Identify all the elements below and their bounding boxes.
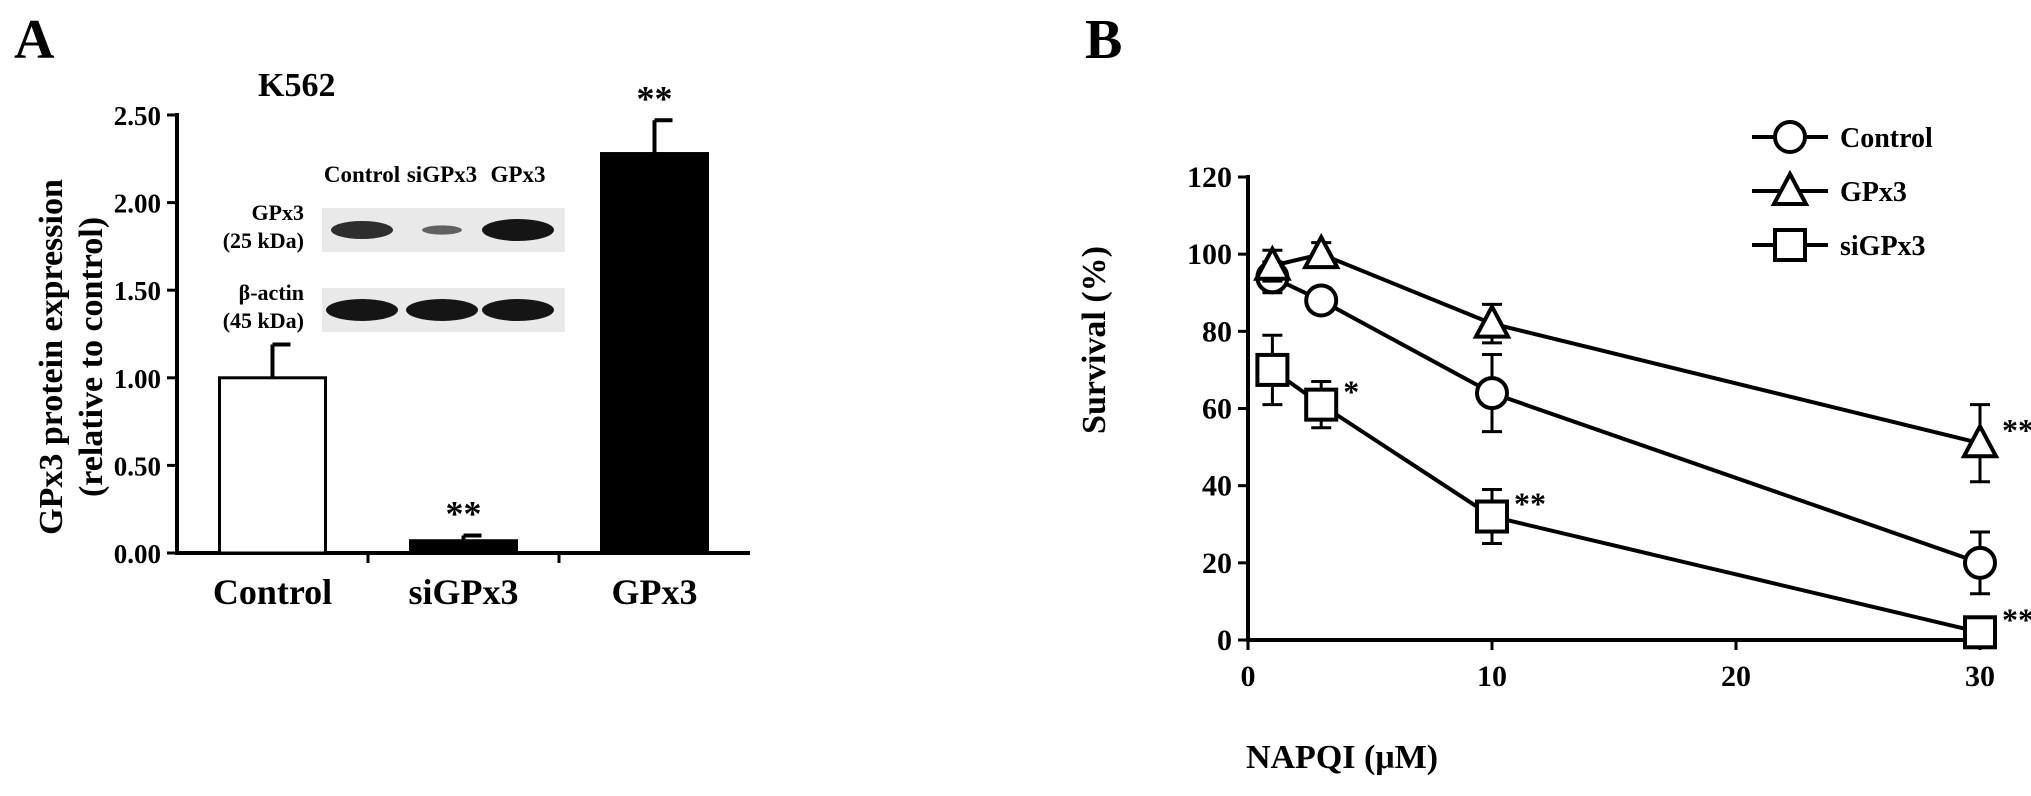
significance-label: **: [2002, 412, 2031, 448]
line-y-tick-label: 60: [1202, 393, 1232, 426]
line-y-tick-label: 40: [1202, 470, 1232, 503]
bar-y-axis-label-line2: (relative to control): [73, 217, 110, 497]
line-x-tick-label: 30: [1965, 660, 1995, 693]
blot-lane-label: GPx3: [491, 162, 546, 187]
line-x-tick-label: 0: [1241, 660, 1256, 693]
legend-marker-triangle: [1770, 169, 1810, 206]
data-point-square: [1475, 499, 1509, 534]
bar-marks: Control ** siGPx3 ** GPx3: [213, 78, 709, 612]
legend-marker-circle: [1773, 120, 1807, 154]
bar-y-tick-label: 1.00: [114, 364, 161, 394]
panel-b-letter: B: [1085, 9, 1122, 71]
legend-label: GPx3: [1840, 177, 1907, 208]
blot-band: [482, 219, 554, 241]
significance-label: **: [1514, 486, 1546, 522]
legend: Control GPx3 siGPx3: [1752, 120, 1933, 262]
bar-y-tick-label: 0.50: [114, 451, 161, 481]
data-point-triangle: [1301, 232, 1341, 270]
panel-a-letter: A: [14, 9, 55, 71]
blot-band: [482, 299, 554, 321]
significance-label: **: [2002, 601, 2031, 637]
panel-a-bar-chart: A K562 GPx3 protein expression (relative…: [14, 9, 750, 612]
legend-item-gpx3: GPx3: [1752, 169, 1907, 208]
bar-sigpx3: [409, 539, 518, 555]
significance-label: *: [1343, 374, 1359, 410]
bar-y-tick-label: 1.50: [114, 276, 161, 306]
panel-b-line-chart: B Survival (%) NAPQI (μM) 02040608010012…: [1076, 9, 2031, 776]
bar-gpx3: [600, 152, 709, 555]
data-point-circle: [1475, 376, 1509, 411]
legend-item-sigpx3: siGPx3: [1752, 228, 1926, 262]
data-point-square: [1963, 615, 1997, 650]
bar-y-tick-label: 2.00: [114, 189, 161, 219]
line-marks: *******: [1253, 232, 2031, 650]
blot-protein-size: (25 kDa): [223, 228, 304, 253]
bar-axes: 0.00 0.50 1.00 1.50 2.00 2.50: [114, 101, 750, 569]
data-point-circle: [1304, 283, 1339, 318]
line-x-tick-label: 20: [1721, 660, 1751, 693]
line-y-tick-label: 80: [1202, 315, 1232, 348]
blot-lane-label: Control: [324, 162, 400, 187]
series-gpx3: **: [1253, 232, 2031, 484]
legend-item-control: Control: [1752, 120, 1933, 154]
data-point-square: [1304, 387, 1339, 422]
series-line: [1271, 368, 1981, 635]
bar-category-label: Control: [213, 572, 332, 612]
data-point-triangle: [1960, 421, 2000, 459]
line-y-tick-label: 20: [1202, 547, 1232, 580]
blot-band: [406, 299, 478, 321]
bar-significance-label: **: [637, 78, 673, 118]
series-line: [1271, 252, 1981, 446]
cell-line-label: K562: [258, 67, 335, 104]
blot-band: [422, 225, 462, 235]
bar-category-label: GPx3: [612, 572, 698, 612]
legend-label: siGPx3: [1840, 231, 1926, 262]
bar-category-label: siGPx3: [408, 572, 518, 612]
series-line: [1271, 275, 1981, 565]
line-x-tick-label: 10: [1477, 660, 1507, 693]
legend-label: Control: [1840, 123, 1933, 154]
bar-y-tick-label: 0.00: [114, 539, 161, 569]
blot-protein-size: (45 kDa): [223, 308, 304, 333]
western-blot-inset: Control siGPx3 GPx3 GPx3 (25 kDa) β-actin (45 …: [223, 162, 565, 333]
data-point-square: [1255, 352, 1290, 387]
blot-band: [326, 299, 398, 321]
bar-control: [218, 376, 327, 555]
data-point-circle: [1963, 545, 1997, 580]
blot-protein-name: GPx3: [251, 200, 304, 225]
blot-protein-name: β-actin: [239, 280, 304, 305]
bar-y-tick-label: 2.50: [114, 101, 161, 131]
blot-band: [331, 221, 393, 239]
series-control: [1255, 260, 1997, 596]
data-point-triangle: [1253, 244, 1292, 281]
blot-lane-label: siGPx3: [407, 162, 477, 187]
data-point-triangle: [1472, 302, 1512, 339]
line-axes: 0 20 40 60 80 100 120 0 10 20 30: [1187, 161, 1995, 693]
bar-y-axis-label-line1: GPx3 protein expression: [33, 179, 70, 535]
line-y-tick-label: 100: [1187, 238, 1232, 271]
series-sigpx3: *****: [1255, 333, 2031, 650]
line-y-tick-label: 120: [1187, 161, 1232, 194]
line-y-axis-label: Survival (%): [1076, 246, 1113, 434]
line-x-axis-label: NAPQI (μM): [1246, 739, 1438, 776]
legend-marker-square: [1773, 228, 1807, 262]
line-y-tick-label: 0: [1217, 624, 1232, 657]
bar-significance-label: **: [446, 493, 482, 533]
